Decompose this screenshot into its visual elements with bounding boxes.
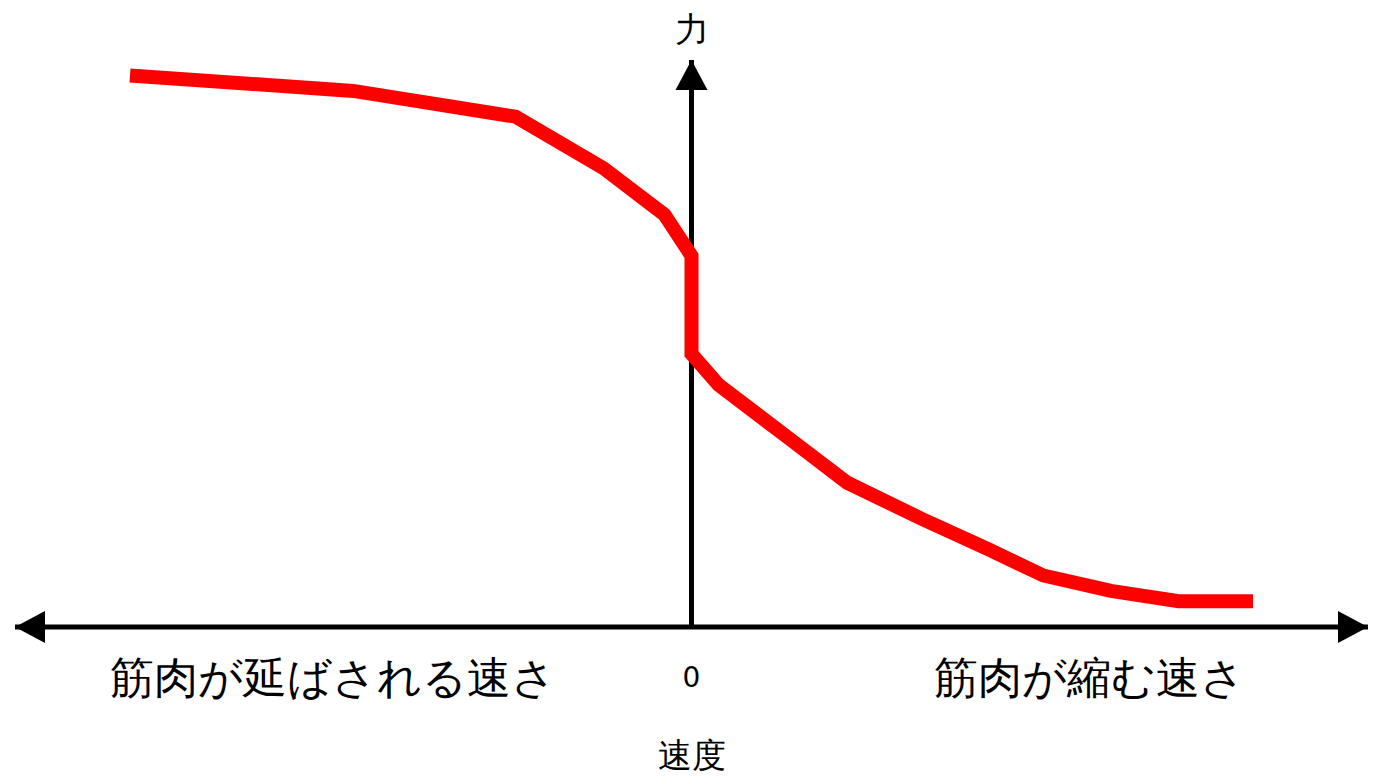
html-text:筋肉が縮む速さ: 筋肉が縮む速さ [934,652,1246,703]
svg-text:0: 0 [683,661,701,694]
html-text:力: 力 [674,9,709,49]
html-text:筋肉が延ばされる速さ: 筋肉が延ばされる速さ [110,652,557,703]
html-text:速度: 速度 [657,735,726,775]
